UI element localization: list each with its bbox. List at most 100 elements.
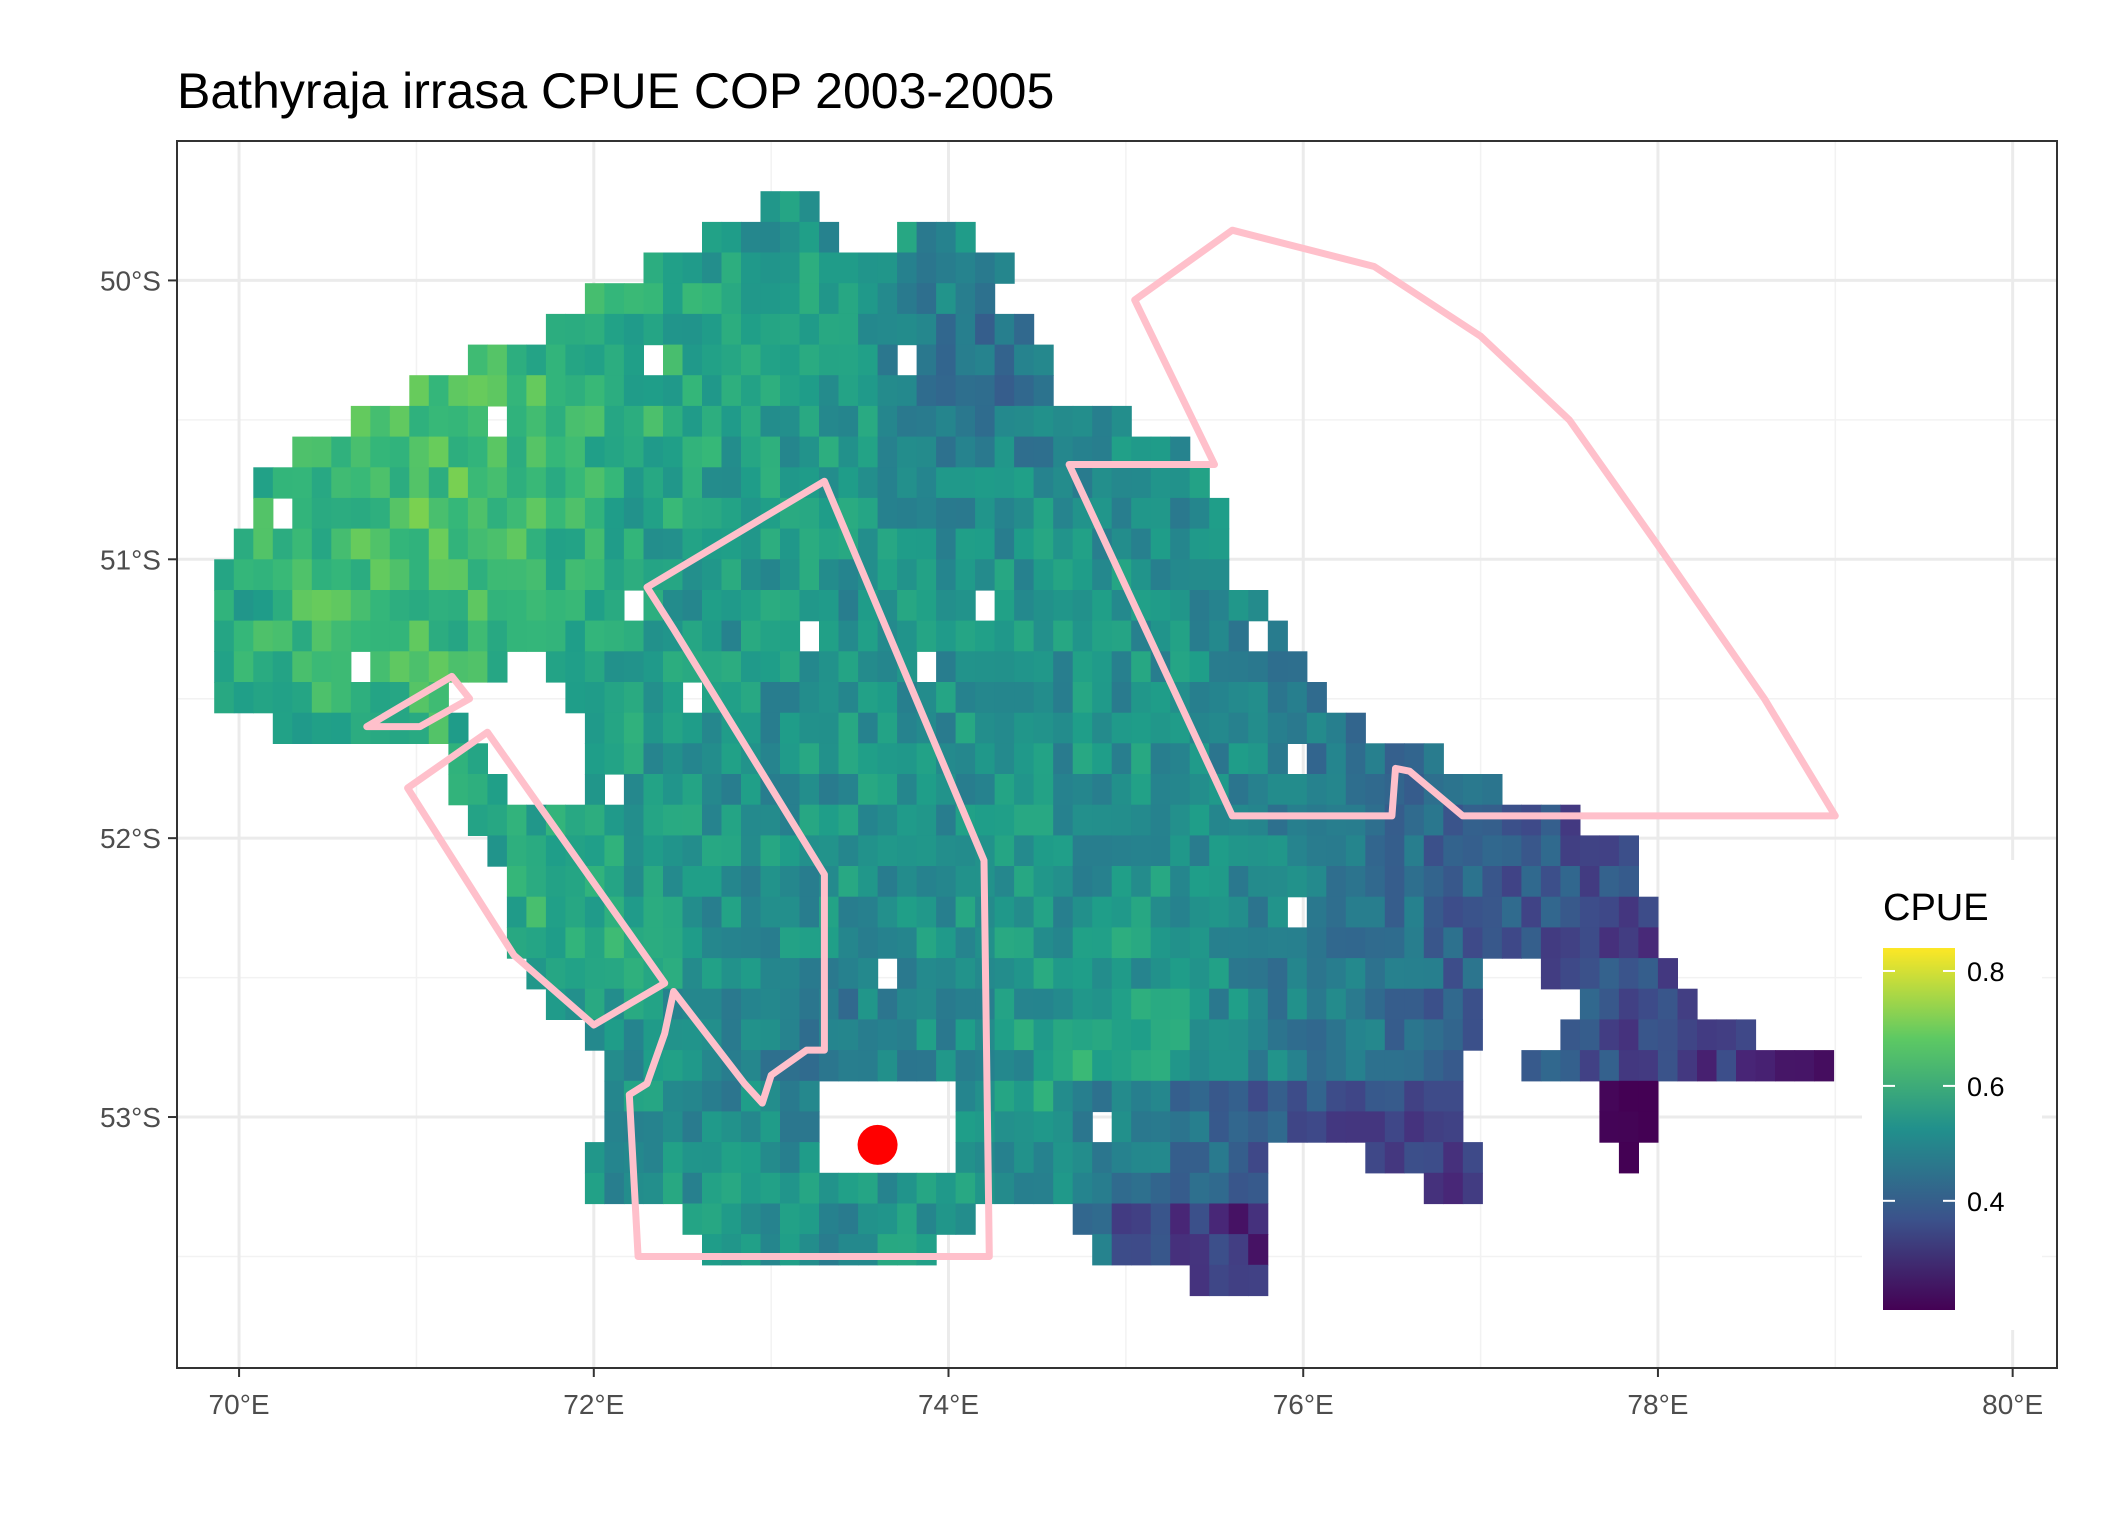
- cpue-cell: [1072, 436, 1093, 468]
- cpue-cell: [975, 743, 996, 775]
- cpue-cell: [760, 804, 781, 836]
- cpue-cell: [877, 682, 898, 714]
- cpue-cell: [1111, 620, 1132, 652]
- cpue-cell: [741, 1142, 762, 1174]
- cpue-cell: [1033, 958, 1054, 990]
- cpue-cell: [1131, 835, 1152, 867]
- cpue-cell: [1267, 835, 1288, 867]
- cpue-cell: [682, 866, 703, 898]
- cpue-cell: [955, 1172, 976, 1205]
- y-axis: 50°S 51°S 52°S 53°S: [100, 265, 177, 1133]
- cpue-cell: [1033, 344, 1054, 376]
- cpue-cell: [858, 528, 879, 560]
- cpue-cell: [858, 988, 879, 1020]
- legend-ticks: 0.8 0.6 0.4: [1883, 957, 2005, 1217]
- cpue-cell: [682, 1172, 703, 1205]
- cpue-cell: [1053, 743, 1074, 775]
- cpue-cell: [1287, 835, 1308, 867]
- cpue-cell: [955, 835, 976, 867]
- cpue-cell: [1053, 590, 1074, 622]
- cpue-cell: [389, 528, 410, 560]
- cpue-cell: [858, 651, 879, 683]
- cpue-cell: [936, 712, 957, 744]
- cpue-cell: [663, 252, 684, 284]
- cpue-cell: [975, 804, 996, 836]
- cpue-cell: [741, 436, 762, 468]
- cpue-cell: [994, 1019, 1015, 1051]
- cpue-cell: [1189, 467, 1210, 499]
- cpue-cell: [1111, 927, 1132, 959]
- cpue-cell: [702, 252, 723, 284]
- cpue-cell: [1326, 1050, 1347, 1082]
- cpue-cell: [1501, 896, 1522, 928]
- cpue-cell: [1014, 1050, 1035, 1082]
- cpue-cell: [1248, 682, 1269, 714]
- cpue-cell: [955, 590, 976, 622]
- cpue-cell: [994, 436, 1015, 468]
- cpue-cell: [604, 436, 625, 468]
- cpue-cell: [1462, 896, 1483, 928]
- cpue-cell: [584, 313, 605, 346]
- cpue-cell: [565, 497, 586, 530]
- cpue-cell: [350, 497, 371, 530]
- cpue-cell: [506, 559, 527, 591]
- cpue-cell: [428, 590, 449, 622]
- cpue-cell: [1267, 896, 1288, 928]
- cpue-cell: [702, 1172, 723, 1205]
- cpue-cell: [1014, 988, 1035, 1020]
- cpue-cell: [780, 1080, 801, 1113]
- cpue-cell: [897, 1050, 918, 1082]
- cpue-cell: [877, 344, 898, 376]
- cpue-cell: [643, 405, 664, 438]
- cpue-cell: [1014, 436, 1035, 468]
- cpue-cell: [1170, 927, 1191, 959]
- cpue-cell: [780, 590, 801, 622]
- cpue-cell: [584, 927, 605, 959]
- cpue-cell: [643, 651, 664, 683]
- cpue-cell: [1189, 958, 1210, 990]
- cpue-cell: [760, 1111, 781, 1143]
- cpue-cell: [214, 682, 235, 714]
- cpue-cell: [428, 467, 449, 499]
- cpue-cell: [936, 436, 957, 468]
- cpue-cell: [1306, 804, 1327, 836]
- cpue-cell: [916, 375, 937, 407]
- cpue-cell: [1033, 712, 1054, 744]
- cpue-cell: [702, 958, 723, 990]
- cpue-cell: [1345, 1111, 1366, 1143]
- cpue-cell: [467, 528, 488, 560]
- cpue-cell: [1150, 1172, 1171, 1205]
- cpue-cell: [643, 283, 664, 315]
- cpue-cell: [623, 313, 644, 346]
- cpue-cell: [565, 590, 586, 622]
- cpue-cell: [936, 344, 957, 376]
- cpue-cell: [1014, 620, 1035, 652]
- cpue-cell: [1189, 651, 1210, 683]
- cpue-cell: [1599, 866, 1620, 898]
- cpue-cell: [936, 1172, 957, 1205]
- cpue-cell: [780, 774, 801, 806]
- cpue-cell: [1209, 559, 1230, 591]
- cpue-cell: [1072, 1142, 1093, 1174]
- cpue-cell: [760, 405, 781, 438]
- cpue-cell: [1189, 559, 1210, 591]
- cpue-cell: [1287, 804, 1308, 836]
- cpue-cell: [877, 528, 898, 560]
- cpue-cell: [1170, 467, 1191, 499]
- cpue-cell: [604, 344, 625, 376]
- cpue-cell: [916, 1203, 937, 1235]
- cpue-cell: [604, 590, 625, 622]
- cpue-cell: [1209, 651, 1230, 683]
- cpue-cell: [819, 467, 840, 499]
- cpue-cell: [1209, 958, 1230, 990]
- cpue-cell: [1228, 712, 1249, 744]
- cpue-cell: [331, 620, 352, 652]
- cpue-cell: [663, 896, 684, 928]
- cpue-cell: [643, 835, 664, 867]
- cpue-cell: [1072, 743, 1093, 775]
- cpue-cell: [1540, 896, 1561, 928]
- cpue-cell: [1365, 774, 1386, 806]
- cpue-cell: [1092, 896, 1113, 928]
- cpue-cell: [1189, 804, 1210, 836]
- cpue-cell: [955, 712, 976, 744]
